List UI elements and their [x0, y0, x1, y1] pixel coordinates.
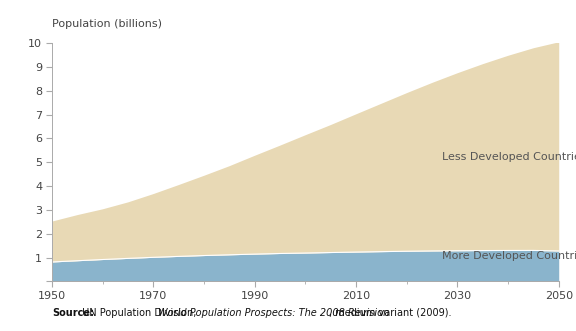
Text: , medium variant (2009).: , medium variant (2009). — [329, 308, 452, 318]
Text: Less Developed Countries: Less Developed Countries — [442, 152, 576, 163]
Text: More Developed Countries: More Developed Countries — [442, 251, 576, 261]
Text: UN Population Division,: UN Population Division, — [79, 308, 199, 318]
Text: Source:: Source: — [52, 308, 94, 318]
Text: Population (billions): Population (billions) — [52, 19, 162, 29]
Text: World Population Prospects: The 2008 Revision: World Population Prospects: The 2008 Rev… — [158, 308, 389, 318]
